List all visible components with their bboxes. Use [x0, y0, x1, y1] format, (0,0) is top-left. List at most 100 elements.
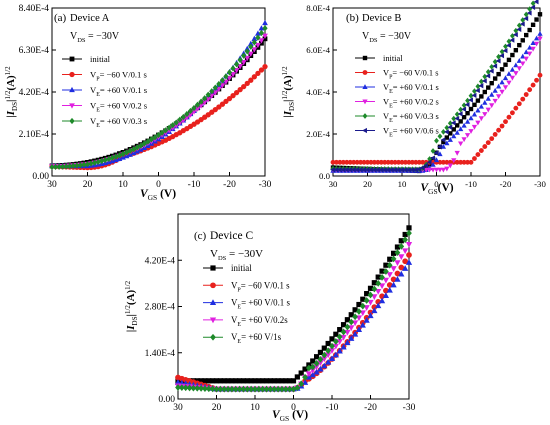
x-tick-label: 30	[173, 403, 183, 413]
data-point	[371, 307, 378, 314]
data-point	[286, 385, 293, 393]
data-point	[468, 106, 474, 112]
data-point	[364, 167, 370, 173]
data-point	[352, 313, 358, 321]
data-point	[398, 270, 405, 277]
data-point	[255, 34, 261, 41]
data-point	[74, 162, 80, 169]
data-point	[447, 137, 453, 142]
x-tick-label: 20	[83, 180, 93, 190]
data-point	[458, 126, 464, 132]
data-point	[388, 167, 394, 173]
y-axis-label-unit: (A)	[282, 75, 294, 91]
data-point	[330, 159, 336, 165]
y-tick-label: 0.00	[158, 395, 175, 405]
data-point	[502, 47, 508, 54]
data-point	[321, 362, 328, 369]
data-point	[205, 385, 212, 393]
data-point	[433, 150, 439, 156]
x-axis-label-unit: (V)	[289, 409, 308, 421]
data-point	[468, 115, 474, 121]
data-point	[430, 148, 436, 154]
data-point	[489, 91, 495, 97]
data-point	[423, 167, 429, 173]
data-point	[520, 96, 526, 102]
legend-marker	[362, 99, 368, 105]
data-point	[190, 384, 197, 392]
data-point	[496, 71, 501, 77]
x-tick-label: -30	[403, 403, 416, 413]
x-axis-label-subscript: GS	[148, 193, 158, 202]
data-point	[186, 384, 193, 392]
y-tick-label: 4.20E-4	[19, 88, 50, 98]
data-point	[230, 72, 236, 78]
data-point	[485, 73, 491, 79]
data-point	[402, 265, 409, 271]
data-point	[454, 111, 460, 118]
data-point	[260, 378, 266, 384]
data-point	[336, 347, 343, 354]
data-point	[524, 32, 529, 38]
data-point	[394, 244, 401, 250]
legend-entry: initial	[383, 54, 403, 63]
data-point	[371, 285, 378, 293]
data-point	[537, 12, 543, 17]
data-point	[458, 119, 463, 124]
y-axis-label-subscript: DS	[11, 102, 19, 111]
data-point	[382, 159, 388, 165]
data-point	[461, 102, 467, 109]
data-point	[177, 116, 183, 123]
panel-c-device-c: 30 20 10 0 -10 -20 -30 0.00 1.40E-4 2.80E-4 4.20E-…	[124, 213, 416, 423]
data-point	[262, 33, 268, 39]
data-point	[213, 378, 220, 384]
data-point	[262, 63, 268, 70]
data-point	[182, 384, 189, 392]
data-point	[523, 11, 529, 18]
legend-entry: VP= −60 V/0.1 s	[90, 70, 147, 83]
data-point	[244, 378, 250, 384]
data-point	[451, 158, 457, 164]
data-point	[333, 167, 339, 173]
data-point	[375, 288, 382, 295]
data-point	[406, 159, 412, 165]
data-point	[244, 80, 250, 87]
y-tick-label: 2.0E-4	[306, 129, 330, 139]
data-point	[209, 385, 216, 393]
data-point	[433, 157, 440, 163]
y-axis-label-unit: (A)	[125, 289, 137, 305]
data-point	[394, 249, 401, 257]
data-point	[283, 378, 289, 384]
data-point	[406, 229, 412, 237]
data-point	[258, 25, 265, 31]
legend-symbol: V	[231, 280, 238, 290]
data-point	[495, 83, 502, 89]
data-point	[305, 371, 313, 378]
x-axis-label-symbol: V	[272, 409, 281, 421]
data-point	[454, 150, 460, 156]
x-tick-label: 0	[291, 403, 296, 413]
data-point	[537, 36, 543, 42]
data-point	[503, 119, 508, 125]
data-point	[394, 276, 401, 282]
data-point	[333, 331, 339, 337]
data-point	[406, 252, 412, 258]
data-point	[99, 157, 105, 165]
data-point	[492, 98, 498, 104]
data-point	[472, 156, 477, 161]
data-point	[464, 133, 471, 138]
series-4	[49, 33, 268, 170]
data-point	[230, 92, 236, 99]
data-point	[455, 123, 460, 128]
data-point	[503, 43, 508, 50]
data-point	[262, 19, 268, 26]
legend-symbol: V	[383, 127, 389, 136]
data-point	[378, 159, 384, 165]
data-point	[237, 56, 243, 64]
data-point	[419, 165, 425, 171]
vds-subscript: DS	[369, 37, 378, 44]
data-point	[478, 103, 484, 109]
vds-condition: VDS = −30V	[210, 248, 263, 262]
x-tick-label: 20	[212, 403, 222, 413]
data-point	[251, 47, 258, 53]
